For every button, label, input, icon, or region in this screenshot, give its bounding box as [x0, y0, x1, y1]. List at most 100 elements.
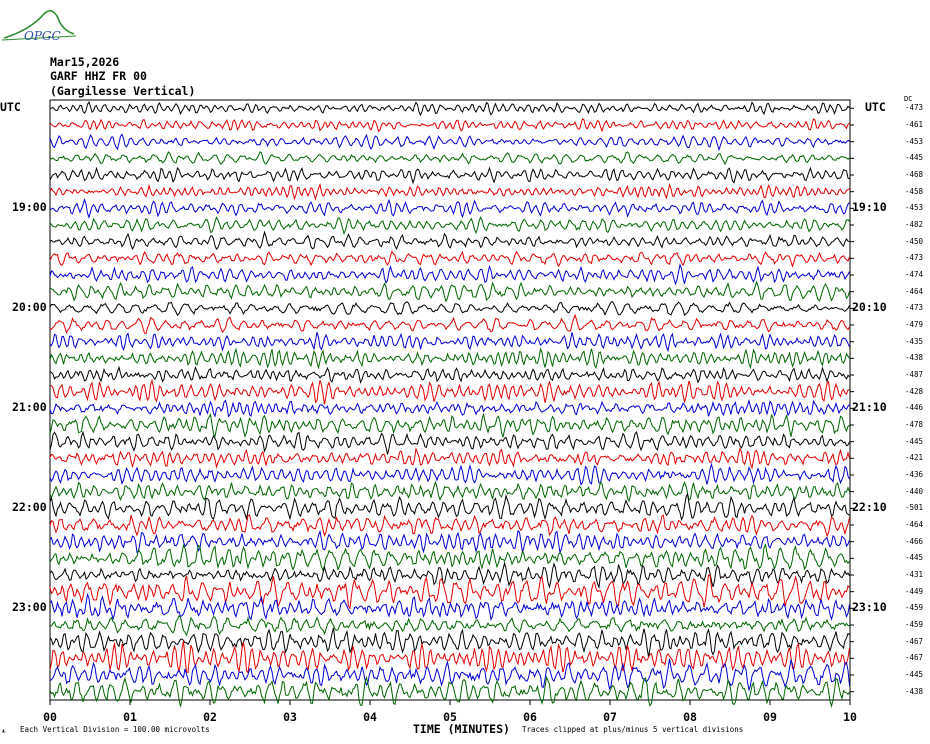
dc-offset-value: -474 [905, 270, 924, 279]
trace-row-22 [49, 462, 850, 486]
scale-note: Each Vertical Division = 100.00 microvol… [20, 725, 210, 734]
dc-offset-value: -421 [905, 453, 924, 463]
logo-text: OPGC [24, 29, 61, 43]
x-tick-label: 08 [683, 710, 697, 724]
dc-offset-value: -428 [905, 386, 924, 396]
trace-row-28 [49, 561, 850, 589]
dc-offset-value: -464 [905, 520, 924, 529]
trace-row-31 [49, 615, 850, 637]
scale-note-icon: ◭ [2, 727, 6, 734]
hour-label-left: 23:00 [12, 600, 47, 615]
dc-offset-value: -438 [905, 353, 924, 363]
x-tick-label: 07 [603, 710, 617, 724]
dc-offset-value: -478 [905, 420, 924, 429]
dc-offset-value: -466 [905, 536, 924, 546]
dc-offset-value: -453 [905, 203, 924, 213]
clip-note: Traces clipped at plus/minus 5 vertical … [522, 725, 744, 734]
dc-offset-value: -435 [905, 336, 924, 346]
trace-row-8 [49, 230, 850, 251]
dc-offset-value: -459 [905, 620, 924, 629]
trace-row-3 [49, 151, 850, 166]
dc-offset-value: -473 [905, 103, 924, 113]
opgc-logo: OPGC [1, 10, 77, 43]
x-tick-label: 04 [363, 710, 377, 724]
trace-row-27 [49, 542, 850, 572]
hour-label-right: 22:10 [852, 500, 887, 515]
dc-offset-value: -482 [905, 220, 924, 229]
dc-offset-value: -445 [905, 670, 924, 679]
dc-offset-value: -436 [905, 470, 924, 479]
trace-row-29 [49, 574, 850, 610]
trace-row-12 [49, 300, 850, 317]
hour-label-right: 23:10 [852, 600, 887, 615]
dc-offset-value: -431 [905, 570, 924, 579]
trace-row-7 [49, 216, 850, 235]
dc-offset-value: -501 [905, 503, 924, 513]
x-tick-label: 00 [43, 710, 57, 724]
hour-label-left: 20:00 [12, 300, 47, 315]
x-tick-label: 02 [203, 710, 217, 724]
plot-frame [49, 99, 851, 701]
trace-row-26 [49, 529, 850, 555]
x-axis-title: TIME (MINUTES) [413, 722, 510, 736]
trace-row-21 [49, 446, 850, 470]
dc-offset-value: -468 [905, 170, 924, 179]
station-label: GARF HHZ FR 00 [50, 69, 147, 83]
trace-row-34 [49, 658, 850, 692]
trace-row-17 [49, 378, 850, 405]
dc-offset-value: -445 [905, 153, 924, 163]
trace-row-33 [49, 640, 850, 675]
trace-row-24 [49, 492, 850, 521]
x-tick-label: 01 [123, 710, 137, 724]
dc-offset-value: -440 [905, 486, 924, 496]
hour-label-right: 19:10 [852, 200, 887, 215]
dc-offset-value: -453 [905, 136, 924, 146]
trace-row-32 [49, 627, 850, 657]
hour-label-left: 21:00 [12, 400, 47, 415]
trace-row-11 [49, 280, 850, 303]
x-tick-label: 03 [283, 710, 297, 724]
dc-offset-value: -461 [905, 120, 924, 129]
dc-offset-value: -459 [905, 603, 924, 613]
dc-offset-value: -445 [905, 553, 924, 563]
dc-header: DC [904, 95, 913, 103]
hour-label-left: 22:00 [12, 500, 47, 515]
trace-row-14 [49, 332, 850, 353]
dc-offset-value: -450 [905, 236, 924, 246]
trace-row-15 [49, 347, 850, 370]
utc-label-left: UTC [0, 100, 21, 114]
utc-label-right: UTC [865, 100, 886, 114]
dc-offset-value: -473 [905, 253, 924, 263]
trace-row-0 [49, 100, 850, 117]
dc-offset-value: -438 [905, 686, 924, 696]
trace-row-6 [49, 197, 850, 219]
trace-row-23 [49, 480, 850, 503]
x-tick-label: 05 [443, 710, 457, 724]
x-tick-label: 06 [523, 710, 537, 724]
dc-offset-value: -487 [905, 370, 924, 379]
dc-offset-value: -467 [905, 653, 924, 663]
trace-row-16 [49, 365, 850, 385]
trace-row-1 [49, 118, 850, 133]
trace-row-13 [49, 313, 850, 335]
hour-label-left: 19:00 [12, 200, 47, 215]
dc-offset-value: -445 [905, 436, 924, 446]
trace-row-20 [49, 430, 850, 455]
trace-row-25 [49, 514, 850, 538]
dc-offset-value: -464 [905, 286, 924, 296]
dc-offset-value: -449 [905, 586, 924, 596]
dc-offset-value: -467 [905, 636, 924, 646]
dc-offset-value: -473 [905, 303, 924, 313]
trace-row-10 [49, 263, 850, 286]
trace-row-4 [49, 166, 850, 185]
dc-offset-value: -479 [905, 320, 924, 329]
x-tick-label: 10 [843, 710, 857, 724]
dc-offset-value: -458 [905, 186, 924, 196]
trace-row-18 [49, 398, 850, 418]
trace-row-35 [49, 675, 850, 709]
trace-row-2 [49, 133, 850, 152]
x-tick-label: 09 [763, 710, 777, 724]
hour-label-right: 21:10 [852, 400, 887, 415]
date-label: Mar15,2026 [50, 55, 120, 69]
